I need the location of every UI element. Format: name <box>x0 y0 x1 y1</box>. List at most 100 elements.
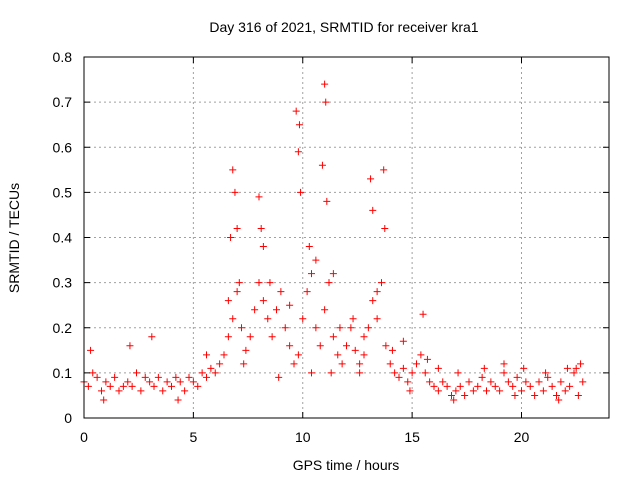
data-point <box>203 351 210 359</box>
data-point <box>487 378 495 386</box>
data-point <box>572 364 580 372</box>
data-point <box>469 387 477 395</box>
data-point <box>242 346 250 354</box>
data-point <box>207 364 215 372</box>
data-point <box>257 224 265 232</box>
data-point <box>146 378 154 386</box>
data-point <box>406 387 414 395</box>
data-point <box>318 161 326 169</box>
data-point <box>286 342 294 350</box>
data-point <box>238 324 245 332</box>
data-point <box>513 373 521 381</box>
data-point <box>295 121 303 129</box>
data-point <box>511 391 519 399</box>
data-point <box>349 315 357 323</box>
data-point <box>360 351 368 359</box>
data-point <box>294 351 302 359</box>
x-tick-label: 5 <box>189 429 197 445</box>
data-point <box>518 387 525 395</box>
data-point <box>264 315 272 323</box>
data-point <box>148 333 156 341</box>
data-point <box>327 369 335 377</box>
data-point <box>500 360 508 368</box>
data-point <box>89 369 97 377</box>
data-point <box>126 342 134 350</box>
data-point <box>369 206 377 214</box>
data-point <box>224 333 232 341</box>
data-point <box>367 175 375 183</box>
data-point <box>356 369 364 377</box>
y-tick-label: 0.8 <box>53 49 73 65</box>
data-point <box>474 382 482 390</box>
data-point <box>281 324 289 332</box>
data-point <box>408 369 416 377</box>
data-point <box>246 333 254 341</box>
y-axis-label: SRMTID / TECUs <box>6 183 22 293</box>
data-point <box>194 382 202 390</box>
y-tick-label: 0.2 <box>53 320 73 336</box>
data-point <box>124 378 132 386</box>
x-tick-label: 0 <box>80 429 88 445</box>
data-point <box>480 364 488 372</box>
data-point <box>154 373 162 381</box>
data-point <box>325 279 333 287</box>
data-point <box>577 360 585 368</box>
data-point <box>364 324 372 332</box>
data-point <box>351 346 359 354</box>
data-point <box>255 279 263 287</box>
data-point <box>338 360 346 368</box>
data-point <box>277 288 285 296</box>
data-point <box>522 378 530 386</box>
data-point <box>380 166 388 174</box>
chart-title: Day 316 of 2021, SRMTID for receiver kra… <box>209 19 478 35</box>
data-point <box>356 360 364 368</box>
data-point <box>553 391 560 399</box>
data-point <box>555 396 563 404</box>
data-point <box>395 373 403 381</box>
y-tick-label: 0.3 <box>53 275 73 291</box>
data-point <box>211 369 219 377</box>
data-point <box>419 310 427 318</box>
data-point <box>303 288 311 296</box>
data-point <box>439 378 447 386</box>
data-point <box>561 387 569 395</box>
data-point <box>141 373 149 381</box>
x-tick-label: 20 <box>514 429 530 445</box>
y-tick-label: 0.5 <box>53 184 73 200</box>
data-point <box>119 382 127 390</box>
data-point <box>399 364 407 372</box>
data-point <box>388 346 396 354</box>
data-point <box>231 188 239 196</box>
data-point <box>128 382 136 390</box>
x-axis-label: GPS time / hours <box>293 457 400 473</box>
data-point <box>235 279 243 287</box>
data-point <box>563 364 571 372</box>
data-point <box>579 378 587 386</box>
data-point <box>448 391 455 399</box>
data-point <box>185 373 193 381</box>
data-point <box>465 378 473 386</box>
data-point <box>443 382 451 390</box>
data-point <box>520 364 528 372</box>
x-tick-label: 10 <box>295 429 311 445</box>
data-point <box>391 369 399 377</box>
data-point <box>329 270 337 278</box>
data-point <box>233 288 241 296</box>
data-point <box>227 234 235 241</box>
data-point <box>259 297 267 305</box>
data-point <box>220 351 228 359</box>
data-point <box>259 243 267 251</box>
data-point <box>308 369 315 377</box>
data-point <box>273 306 280 314</box>
data-point <box>172 373 180 381</box>
data-point <box>322 98 330 106</box>
data-point <box>275 373 283 381</box>
data-point <box>531 391 539 399</box>
data-point <box>133 369 140 377</box>
data-point <box>176 378 184 386</box>
data-point <box>417 351 425 359</box>
data-point <box>312 256 320 264</box>
data-point <box>102 378 110 386</box>
data-point <box>373 315 381 323</box>
